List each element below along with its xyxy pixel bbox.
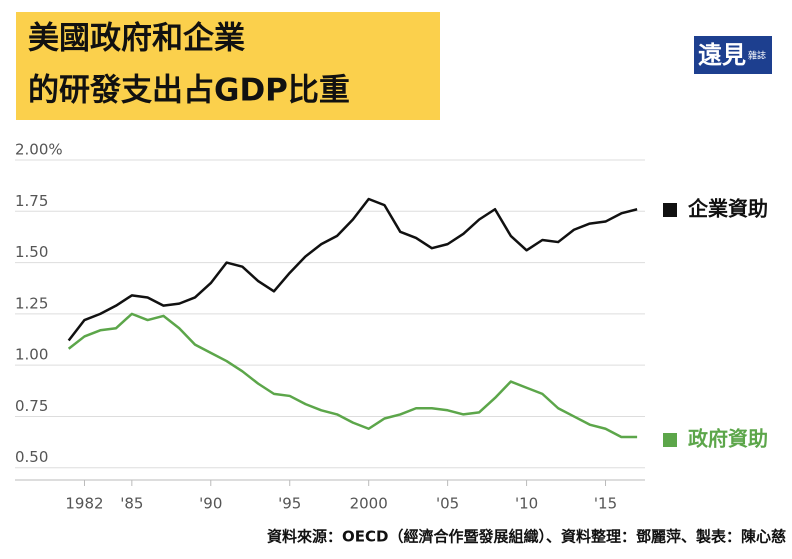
legend-swatch [663,433,677,447]
y-tick-label: 0.75 [15,397,48,415]
logo-sub: 雜誌 [748,50,766,62]
series-line [67,197,638,342]
x-tick-label: '90 [199,495,222,513]
y-tick-label: 1.75 [15,192,48,210]
x-tick-label: '10 [515,495,538,513]
series-line [67,312,638,439]
y-tick-label: 2.00% [15,141,63,159]
x-tick-label: 1982 [65,495,103,513]
title-box [16,12,440,120]
x-tick-label: '05 [436,495,459,513]
x-tick-label: '15 [594,495,617,513]
legend-label: 企業資助 [687,197,768,221]
logo-box [694,36,772,74]
y-tick-label: 0.50 [15,448,48,466]
chart-subtitle: 的研發支出占GDP比重 [28,73,350,109]
y-tick-label: 1.25 [15,294,48,312]
source: 資料來源：OECD（經濟合作暨發展組織）、資料整理：鄧麗萍、製表：陳心慈 [267,528,786,546]
legend-swatch [663,203,677,217]
y-tick-label: 1.00 [15,346,48,364]
logo: 遠見 [698,41,746,69]
legend-label: 政府資助 [688,427,768,451]
x-tick-label: 2000 [350,495,388,513]
y-tick-label: 1.50 [15,243,48,261]
chart-title: 美國政府和企業 [28,21,245,57]
x-tick-label: '85 [120,495,143,513]
x-tick-label: '95 [278,495,301,513]
